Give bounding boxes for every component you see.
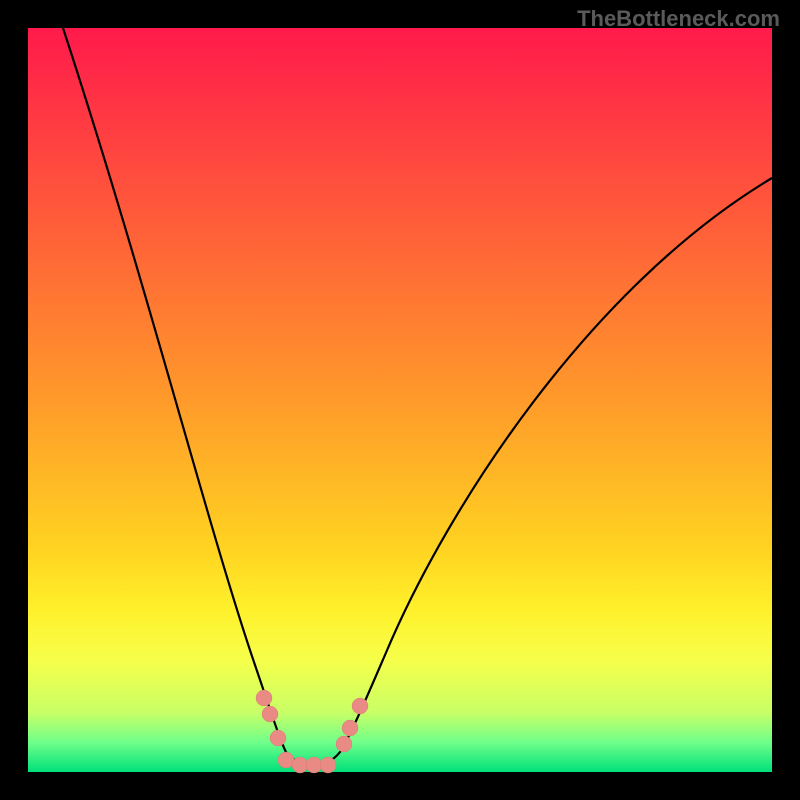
curve-marker — [342, 720, 358, 736]
chart-frame: TheBottleneck.com — [0, 0, 800, 800]
curve-layer — [28, 28, 772, 772]
curve-marker — [262, 706, 278, 722]
curve-marker — [336, 736, 352, 752]
curve-marker — [256, 690, 272, 706]
curve-markers — [256, 690, 368, 773]
bottleneck-curve — [63, 28, 772, 766]
curve-marker — [292, 757, 308, 773]
curve-marker — [306, 757, 322, 773]
curve-marker — [278, 752, 294, 768]
curve-marker — [320, 757, 336, 773]
watermark-text: TheBottleneck.com — [577, 6, 780, 32]
curve-marker — [352, 698, 368, 714]
plot-area — [28, 28, 772, 772]
curve-marker — [270, 730, 286, 746]
